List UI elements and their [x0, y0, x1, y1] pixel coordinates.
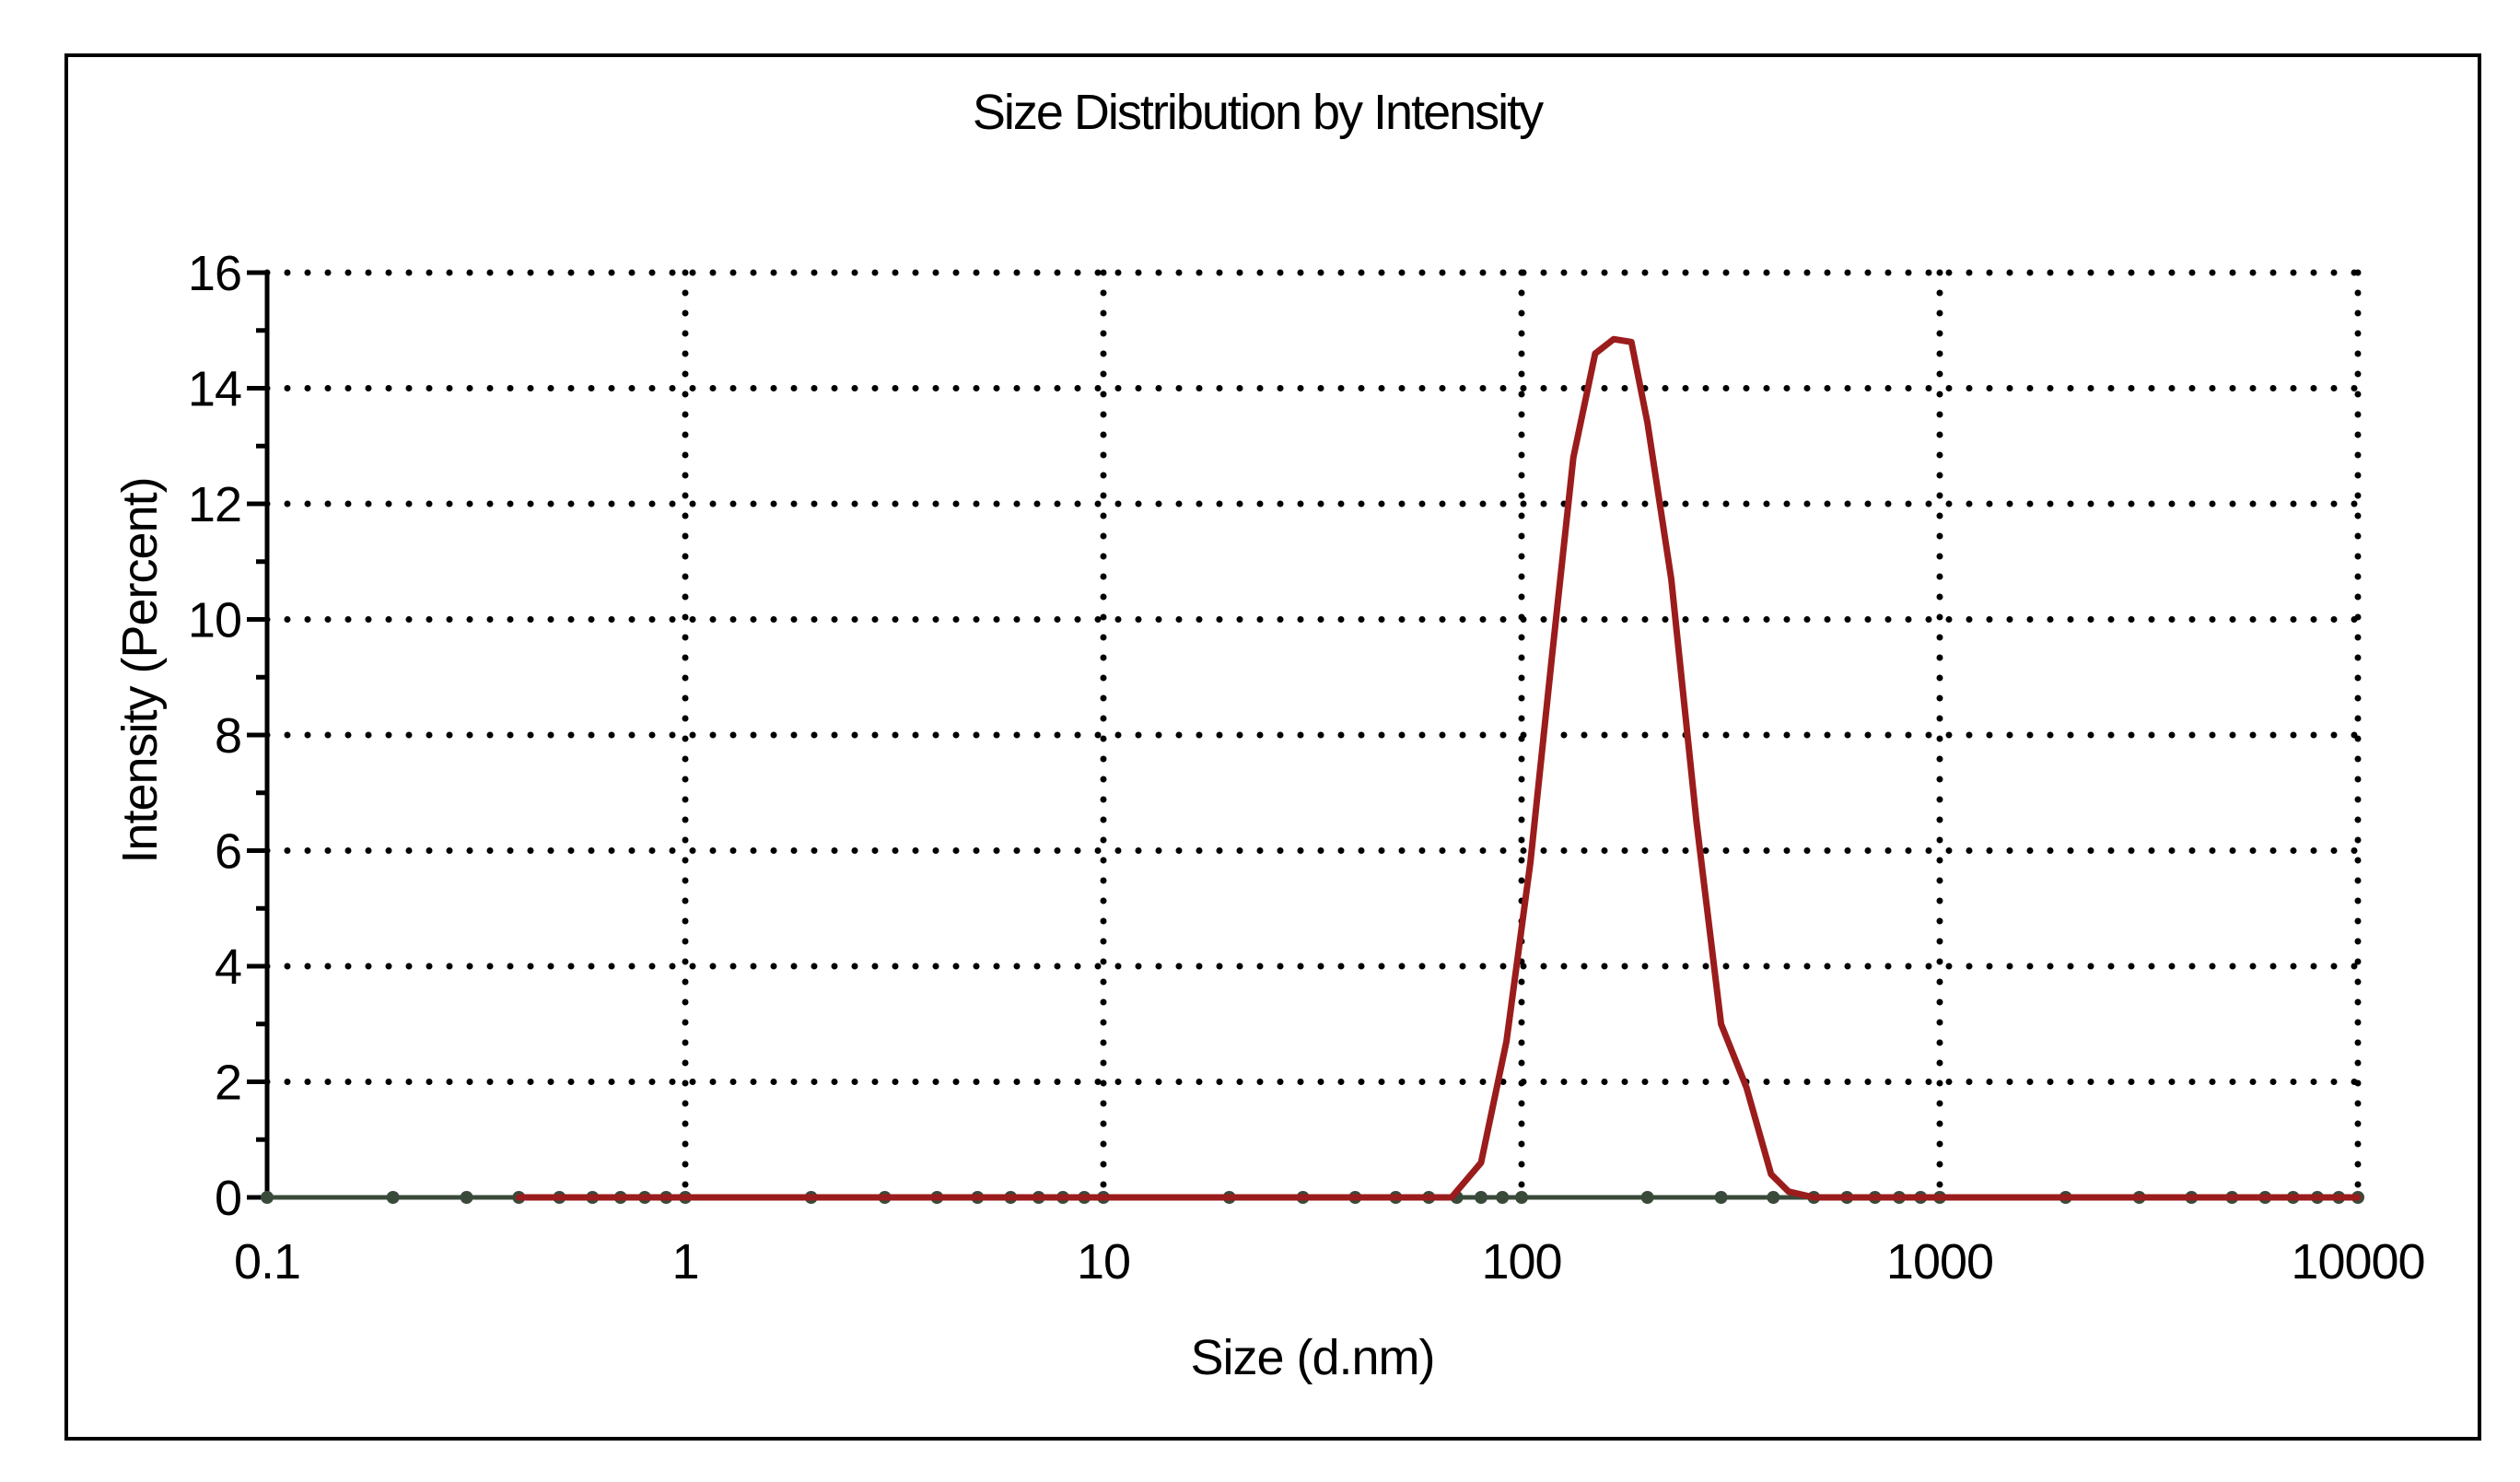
- baseline-dot-0.1: [261, 1191, 274, 1204]
- tick-labels: 0 2 4 6 8 10 12 14 16 0.1 1 10 100 1000 10000: [188, 246, 2426, 1289]
- series-lines: [515, 335, 2362, 1201]
- y-axis-label: Intensity (Percent): [112, 477, 168, 863]
- baseline-dot-400: [1767, 1191, 1780, 1204]
- baseline-dot-0.2: [386, 1191, 400, 1204]
- x-tick-label-10000: 10000: [2291, 1234, 2424, 1289]
- y-tick-label-6: 6: [215, 824, 241, 880]
- chart-title: Size Distribution by Intensity: [973, 85, 1544, 140]
- y-tick-label-0: 0: [215, 1171, 241, 1226]
- y-tick-label-4: 4: [215, 939, 241, 995]
- y-tick-label-16: 16: [188, 246, 241, 301]
- y-tick-label-14: 14: [188, 362, 241, 417]
- baseline-dot-90: [1496, 1191, 1510, 1204]
- x-tick-label-10: 10: [1077, 1234, 1130, 1289]
- x-tick-label-1000: 1000: [1886, 1234, 1993, 1289]
- x-tick-label-100: 100: [1481, 1234, 1561, 1289]
- x-tick-label-0.1: 0.1: [234, 1234, 300, 1289]
- outer-frame: [64, 53, 2481, 1441]
- y-tick-label-10: 10: [188, 593, 241, 648]
- y-tick-label-8: 8: [215, 708, 241, 764]
- baseline-dot-80: [1475, 1191, 1488, 1204]
- y-tick-label-12: 12: [188, 477, 241, 532]
- y-tick-label-2: 2: [215, 1056, 241, 1111]
- baseline-dot-0.3: [460, 1191, 473, 1204]
- baseline-dot-300: [1714, 1191, 1728, 1204]
- grid-lines: [263, 269, 2362, 1201]
- x-tick-label-1: 1: [671, 1234, 698, 1289]
- baseline-dot-200: [1640, 1191, 1654, 1204]
- x-axis-label: Size (d.nm): [1190, 1330, 1434, 1385]
- series-line-0: [515, 335, 2362, 1201]
- baseline-dot-100: [1515, 1191, 1528, 1204]
